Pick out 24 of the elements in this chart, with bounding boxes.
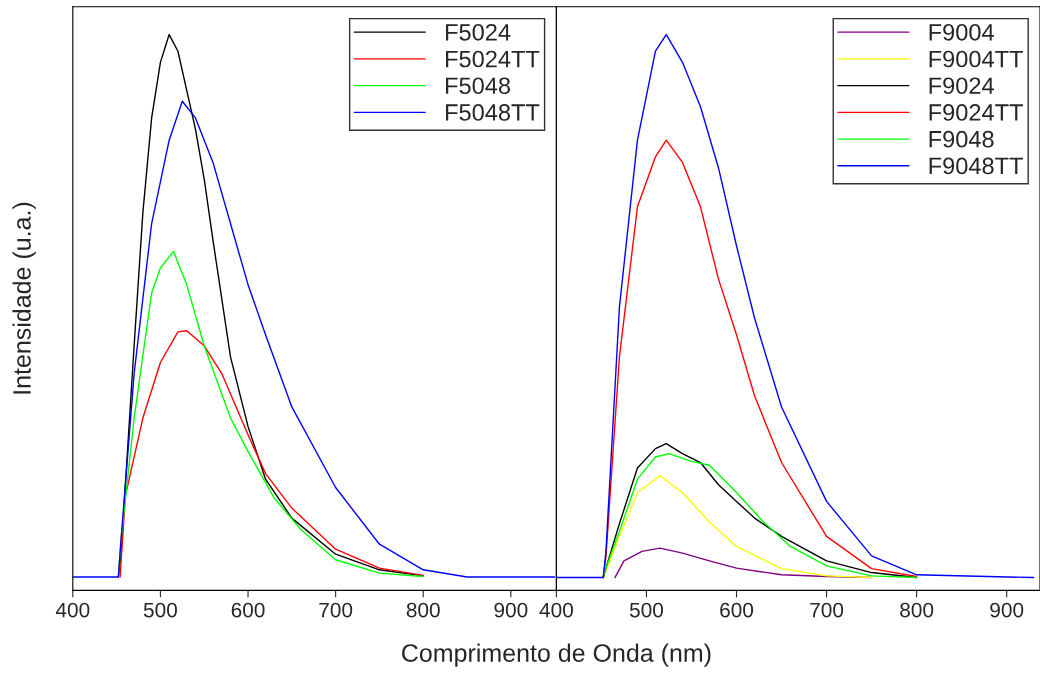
x-tick-label: 900	[990, 602, 1024, 618]
x-tick-label: 400	[55, 602, 90, 618]
x-tick-label: 500	[143, 602, 177, 618]
legend-label: F9024	[929, 77, 994, 95]
legend-label: F9004TT	[929, 50, 1023, 68]
x-tick-label: 500	[629, 602, 664, 618]
x-tick-label: 800	[406, 602, 440, 618]
x-tick-label: 700	[319, 602, 353, 618]
legend-label: F5048	[446, 77, 511, 95]
legend-label: F9048	[929, 130, 994, 148]
x-tick-label: 600	[231, 602, 265, 618]
legend-label: F5024	[446, 23, 511, 41]
legend-label: F5024TT	[446, 50, 540, 68]
x-axis-title: Comprimento de Onda (nm)	[402, 643, 711, 667]
legend-label: F9004	[929, 23, 994, 41]
x-tick-label: 400	[539, 602, 573, 618]
legend-label: F5048TT	[446, 104, 540, 121]
legend-label: F9024TT	[929, 104, 1023, 121]
y-axis-title: Intensidade (u.a.)	[12, 202, 36, 394]
x-tick-label: 600	[720, 602, 754, 618]
x-tick-label: 700	[810, 602, 844, 618]
legend-label: F9048TT	[929, 157, 1023, 175]
x-tick-label: 900	[494, 602, 528, 618]
x-tick-label: 800	[900, 602, 934, 618]
